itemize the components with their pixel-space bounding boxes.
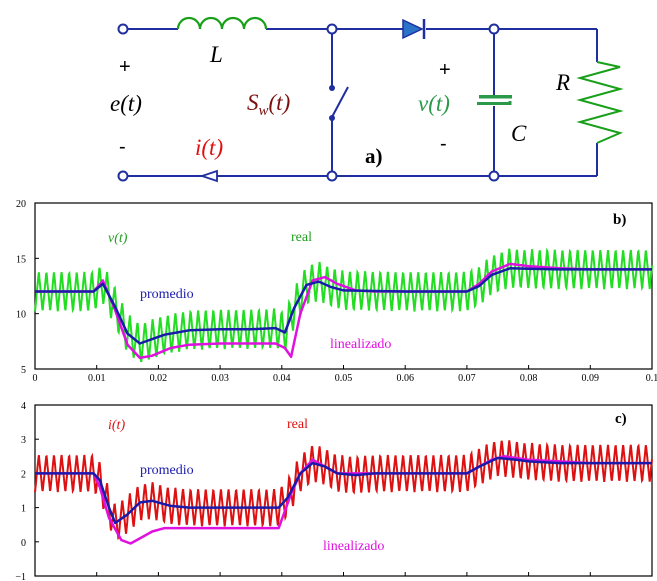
voltage-chart-promedio-label: promedio (140, 287, 194, 302)
voltage-label: v(t) (418, 91, 450, 116)
node-cap-bottom (488, 170, 500, 182)
panel-b-label: b) (613, 212, 626, 228)
minus-sign-left: - (119, 136, 126, 158)
terminal-bottom-left (117, 170, 129, 182)
current-chart-lines (34, 440, 653, 545)
voltage-xtick-label: 0.05 (335, 373, 353, 384)
current-real-line (34, 440, 653, 540)
plus-sign-left: + (119, 56, 131, 78)
inductor-label: L (209, 42, 223, 67)
diode-triangle (402, 18, 424, 40)
current-ytick-label: 3 (21, 435, 26, 446)
voltage-xtick-label: 0.02 (150, 373, 168, 384)
voltage-xtick-label: 0.06 (396, 373, 414, 384)
voltage-ytick-label: 15 (16, 254, 26, 265)
panel-a-label: a) (365, 144, 383, 168)
diode (402, 18, 426, 40)
current-ytick-label: 0 (21, 538, 26, 549)
current-chart-linealizado-label: linealizado (323, 539, 384, 554)
current-ytick-label: 1 (21, 504, 26, 515)
switch-contact-top (329, 85, 335, 91)
voltage-ytick-label: 20 (16, 199, 26, 210)
node-switch-bottom (326, 170, 338, 182)
current-arrow (199, 169, 218, 183)
voltage-xtick-label: 0.01 (88, 373, 106, 384)
voltage-xtick-label: 0.1 (646, 373, 657, 384)
node-cap-top (488, 23, 500, 35)
current-chart-real-label: real (287, 417, 308, 432)
capacitor-plate-top (479, 95, 512, 99)
node-switch-top (326, 23, 338, 35)
voltage-chart-var-label: v(t) (108, 231, 128, 246)
boost-converter-circuit: + - e(t) L Sw(t) i(t) a) + - v(t) C R (110, 16, 624, 183)
voltage-xtick-label: 0.09 (582, 373, 600, 384)
voltage-promedio-line (35, 267, 652, 345)
panel-c-label: c) (615, 411, 627, 427)
inductor-coil (176, 16, 268, 30)
current-ytick-label: 4 (21, 401, 26, 412)
current-ytick-label: −1 (15, 572, 26, 581)
current-linealizado-line (35, 455, 652, 545)
current-promedio-line (35, 456, 652, 525)
voltage-ytick-label: 10 (16, 310, 26, 321)
capacitor (477, 95, 512, 105)
plus-sign-right: + (439, 59, 451, 81)
current-ytick-label: 2 (21, 469, 26, 480)
voltage-xtick-label: 0.04 (273, 373, 291, 384)
capacitor-plate-bottom (477, 101, 512, 105)
voltage-chart-ticks: 0 0.01 0.02 0.03 0.04 0.05 0.06 0.07 0.08 0.09 0.1… (16, 199, 657, 384)
voltage-chart: 0 0.01 0.02 0.03 0.04 0.05 0.06 0.07 0.08 0.09 0.1… (16, 199, 657, 384)
current-chart-var-label: i(t) (108, 418, 125, 433)
capacitor-label: C (511, 121, 527, 146)
switch-contact-bottom (329, 115, 335, 121)
voltage-xtick-label: 0.07 (458, 373, 476, 384)
voltage-linealizado-line (35, 262, 652, 360)
voltage-ytick-label: 5 (21, 365, 26, 376)
voltage-chart-real-label: real (291, 230, 312, 245)
minus-sign-right: - (440, 133, 447, 155)
current-chart: 00.010.020.030.040.050.060.070.080.090.1… (15, 401, 657, 581)
switch-label: Sw(t) (247, 90, 290, 119)
source-label: e(t) (110, 91, 142, 116)
resistor-label: R (555, 70, 570, 95)
voltage-xtick-label: 0.03 (211, 373, 229, 384)
voltage-xtick-label: 0.08 (520, 373, 538, 384)
resistor-zigzag (576, 61, 624, 144)
current-chart-promedio-label: promedio (140, 463, 194, 478)
voltage-chart-linealizado-label: linealizado (330, 337, 391, 352)
current-label: i(t) (195, 135, 223, 160)
voltage-chart-lines (34, 247, 653, 363)
switch-blade (331, 86, 349, 118)
voltage-xtick-label: 0 (33, 373, 38, 384)
terminal-top-left (117, 23, 129, 35)
